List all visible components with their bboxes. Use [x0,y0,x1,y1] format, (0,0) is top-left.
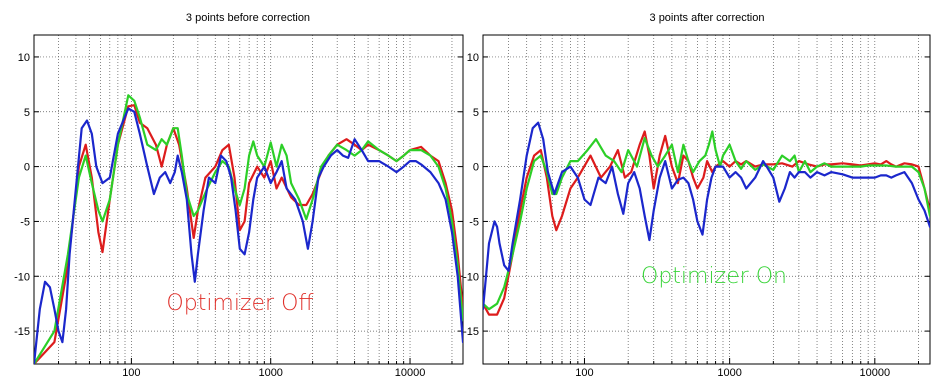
series-group [34,94,463,364]
annotation-label: Optimizer Off [166,291,314,316]
y-tick-label: -10 [14,271,30,283]
chart-panel-2: 10 5 0 -5 -10 -15 100 1000 10000 3 points after c… [463,12,931,378]
chart-panel-1: 10 5 0 -5 -10 -15 100 1000 10000 3 points before … [14,12,464,378]
x-tick-label: 100 [122,367,140,378]
x-tick-label: 10000 [860,367,891,378]
y-tick-label: 10 [18,52,30,64]
y-tick-label: 0 [473,162,479,174]
x-tick-label: 1000 [258,367,282,378]
y-tick-label: 10 [467,52,479,64]
x-tick-label: 100 [575,367,593,378]
y-tick-label: -10 [463,271,479,283]
series-line-2 [483,130,930,311]
chart-title: 3 points after correction [650,12,765,24]
x-tick-label: 1000 [717,367,741,378]
grid [34,35,463,364]
series-line-3 [483,121,930,311]
x-tick-label: 10000 [395,367,426,378]
y-tick-label: 5 [24,107,30,119]
y-tick-label: -15 [463,326,479,338]
annotation-label: Optimizer On [641,264,787,289]
y-tick-label: -5 [469,216,479,228]
plot-frame [33,34,464,365]
series-group [483,121,930,316]
y-tick-label: -5 [20,216,30,228]
y-tick-label: -15 [14,326,30,338]
series-line-3 [34,107,463,364]
plot-frame [482,34,931,365]
chart-title: 3 points before correction [186,12,310,24]
y-tick-label: 0 [24,162,30,174]
y-tick-label: 5 [473,107,479,119]
series-line-2 [34,94,463,364]
